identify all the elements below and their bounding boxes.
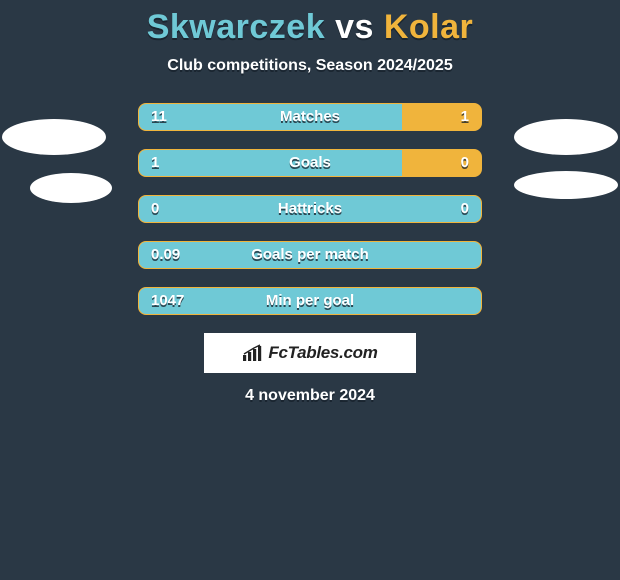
- avatar-oval-icon: [30, 173, 112, 203]
- stats-section: 11Matches11Goals00Hattricks00.09Goals pe…: [0, 103, 620, 315]
- stat-row: 0Hattricks0: [138, 195, 482, 223]
- title: Skwarczek vs Kolar: [0, 0, 620, 47]
- stat-label: Matches: [139, 104, 481, 130]
- stat-label: Goals per match: [139, 242, 481, 268]
- subtitle: Club competitions, Season 2024/2025: [0, 57, 620, 75]
- stat-row: 11Matches1: [138, 103, 482, 131]
- comparison-infographic: Skwarczek vs Kolar Club competitions, Se…: [0, 0, 620, 580]
- stat-row: 1047Min per goal: [138, 287, 482, 315]
- stat-value-right: 1: [461, 104, 469, 130]
- stat-label: Min per goal: [139, 288, 481, 314]
- avatar-oval-icon: [514, 171, 618, 199]
- stat-row: 0.09Goals per match: [138, 241, 482, 269]
- avatar-left: [2, 101, 106, 245]
- logo-text: FcTables.com: [268, 343, 377, 363]
- avatar-oval-icon: [2, 119, 106, 155]
- logo-box: FcTables.com: [204, 333, 416, 373]
- stat-value-right: 0: [461, 150, 469, 176]
- bar-chart-icon: [242, 344, 264, 362]
- player1-name: Skwarczek: [147, 8, 325, 46]
- stat-label: Hattricks: [139, 196, 481, 222]
- stat-value-right: 0: [461, 196, 469, 222]
- stat-row: 1Goals0: [138, 149, 482, 177]
- vs-text: vs: [335, 8, 374, 46]
- player2-name: Kolar: [384, 8, 473, 46]
- date-text: 4 november 2024: [0, 387, 620, 405]
- avatar-right: [514, 101, 618, 245]
- stat-label: Goals: [139, 150, 481, 176]
- stat-rows: 11Matches11Goals00Hattricks00.09Goals pe…: [138, 103, 482, 315]
- avatar-oval-icon: [514, 119, 618, 155]
